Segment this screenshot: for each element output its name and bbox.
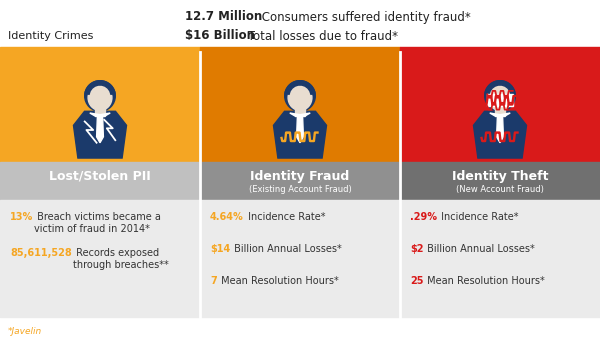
Polygon shape: [490, 113, 500, 116]
Text: 7: 7: [210, 276, 217, 286]
Text: Identity Fraud: Identity Fraud: [250, 170, 350, 183]
Text: 25: 25: [410, 276, 424, 286]
Polygon shape: [500, 113, 510, 116]
Ellipse shape: [88, 85, 112, 110]
Polygon shape: [274, 111, 326, 158]
Polygon shape: [90, 113, 100, 116]
Text: Lost/Stolen PII: Lost/Stolen PII: [49, 170, 151, 183]
Text: 12.7 Million: 12.7 Million: [185, 11, 262, 24]
Polygon shape: [85, 81, 115, 94]
Text: (New Account Fraud): (New Account Fraud): [456, 185, 544, 194]
Bar: [495, 108, 505, 116]
Text: Incidence Rate*: Incidence Rate*: [245, 212, 325, 222]
Text: Incidence Rate*: Incidence Rate*: [438, 212, 518, 222]
Polygon shape: [285, 81, 315, 94]
Bar: [0, 52, 200, 162]
Bar: [400, 47, 600, 52]
Bar: [0, 200, 200, 317]
Circle shape: [85, 81, 115, 111]
Text: 85,611,528: 85,611,528: [10, 248, 72, 258]
Text: Mean Resolution Hours*: Mean Resolution Hours*: [218, 276, 338, 286]
Polygon shape: [485, 81, 515, 94]
Bar: [400, 52, 600, 162]
Text: Billion Annual Losses*: Billion Annual Losses*: [231, 244, 342, 254]
Polygon shape: [497, 115, 503, 143]
Ellipse shape: [288, 85, 312, 110]
Polygon shape: [97, 115, 103, 143]
Circle shape: [285, 81, 316, 111]
Polygon shape: [300, 113, 310, 116]
Polygon shape: [296, 115, 304, 143]
Text: Billion Annual Losses*: Billion Annual Losses*: [425, 244, 535, 254]
Bar: [400, 200, 600, 317]
Bar: [200, 52, 400, 162]
Bar: [200, 200, 400, 317]
Bar: [487, 94, 513, 106]
Text: 13%: 13%: [10, 212, 33, 222]
Polygon shape: [100, 113, 110, 116]
Bar: [95, 108, 105, 116]
Text: Consumers suffered identity fraud*: Consumers suffered identity fraud*: [258, 11, 471, 24]
Circle shape: [485, 81, 515, 111]
Text: Breach victims became a
victim of fraud in 2014*: Breach victims became a victim of fraud …: [34, 212, 161, 234]
Bar: [0, 47, 200, 52]
Bar: [0, 162, 200, 200]
Text: $14: $14: [210, 244, 230, 254]
Bar: [200, 47, 400, 52]
Bar: [200, 162, 400, 200]
Text: .29%: .29%: [410, 212, 437, 222]
Text: $16 Billion: $16 Billion: [185, 30, 255, 43]
Polygon shape: [73, 111, 127, 158]
Text: 4.64%: 4.64%: [210, 212, 244, 222]
Bar: [0, 317, 600, 341]
Bar: [0, 0, 600, 52]
Text: Identity Theft: Identity Theft: [452, 170, 548, 183]
Ellipse shape: [488, 85, 512, 110]
Text: Records exposed
through breaches**: Records exposed through breaches**: [73, 248, 169, 270]
Text: (Existing Account Fraud): (Existing Account Fraud): [248, 185, 352, 194]
Text: Total losses due to fraud*: Total losses due to fraud*: [244, 30, 398, 43]
Polygon shape: [473, 111, 527, 158]
Bar: [400, 162, 600, 200]
Bar: [295, 108, 305, 116]
Polygon shape: [290, 113, 300, 116]
Text: Mean Resolution Hours*: Mean Resolution Hours*: [425, 276, 545, 286]
Text: $2: $2: [410, 244, 424, 254]
Text: Identity Crimes: Identity Crimes: [8, 31, 94, 41]
Text: *Javelin: *Javelin: [8, 326, 42, 336]
